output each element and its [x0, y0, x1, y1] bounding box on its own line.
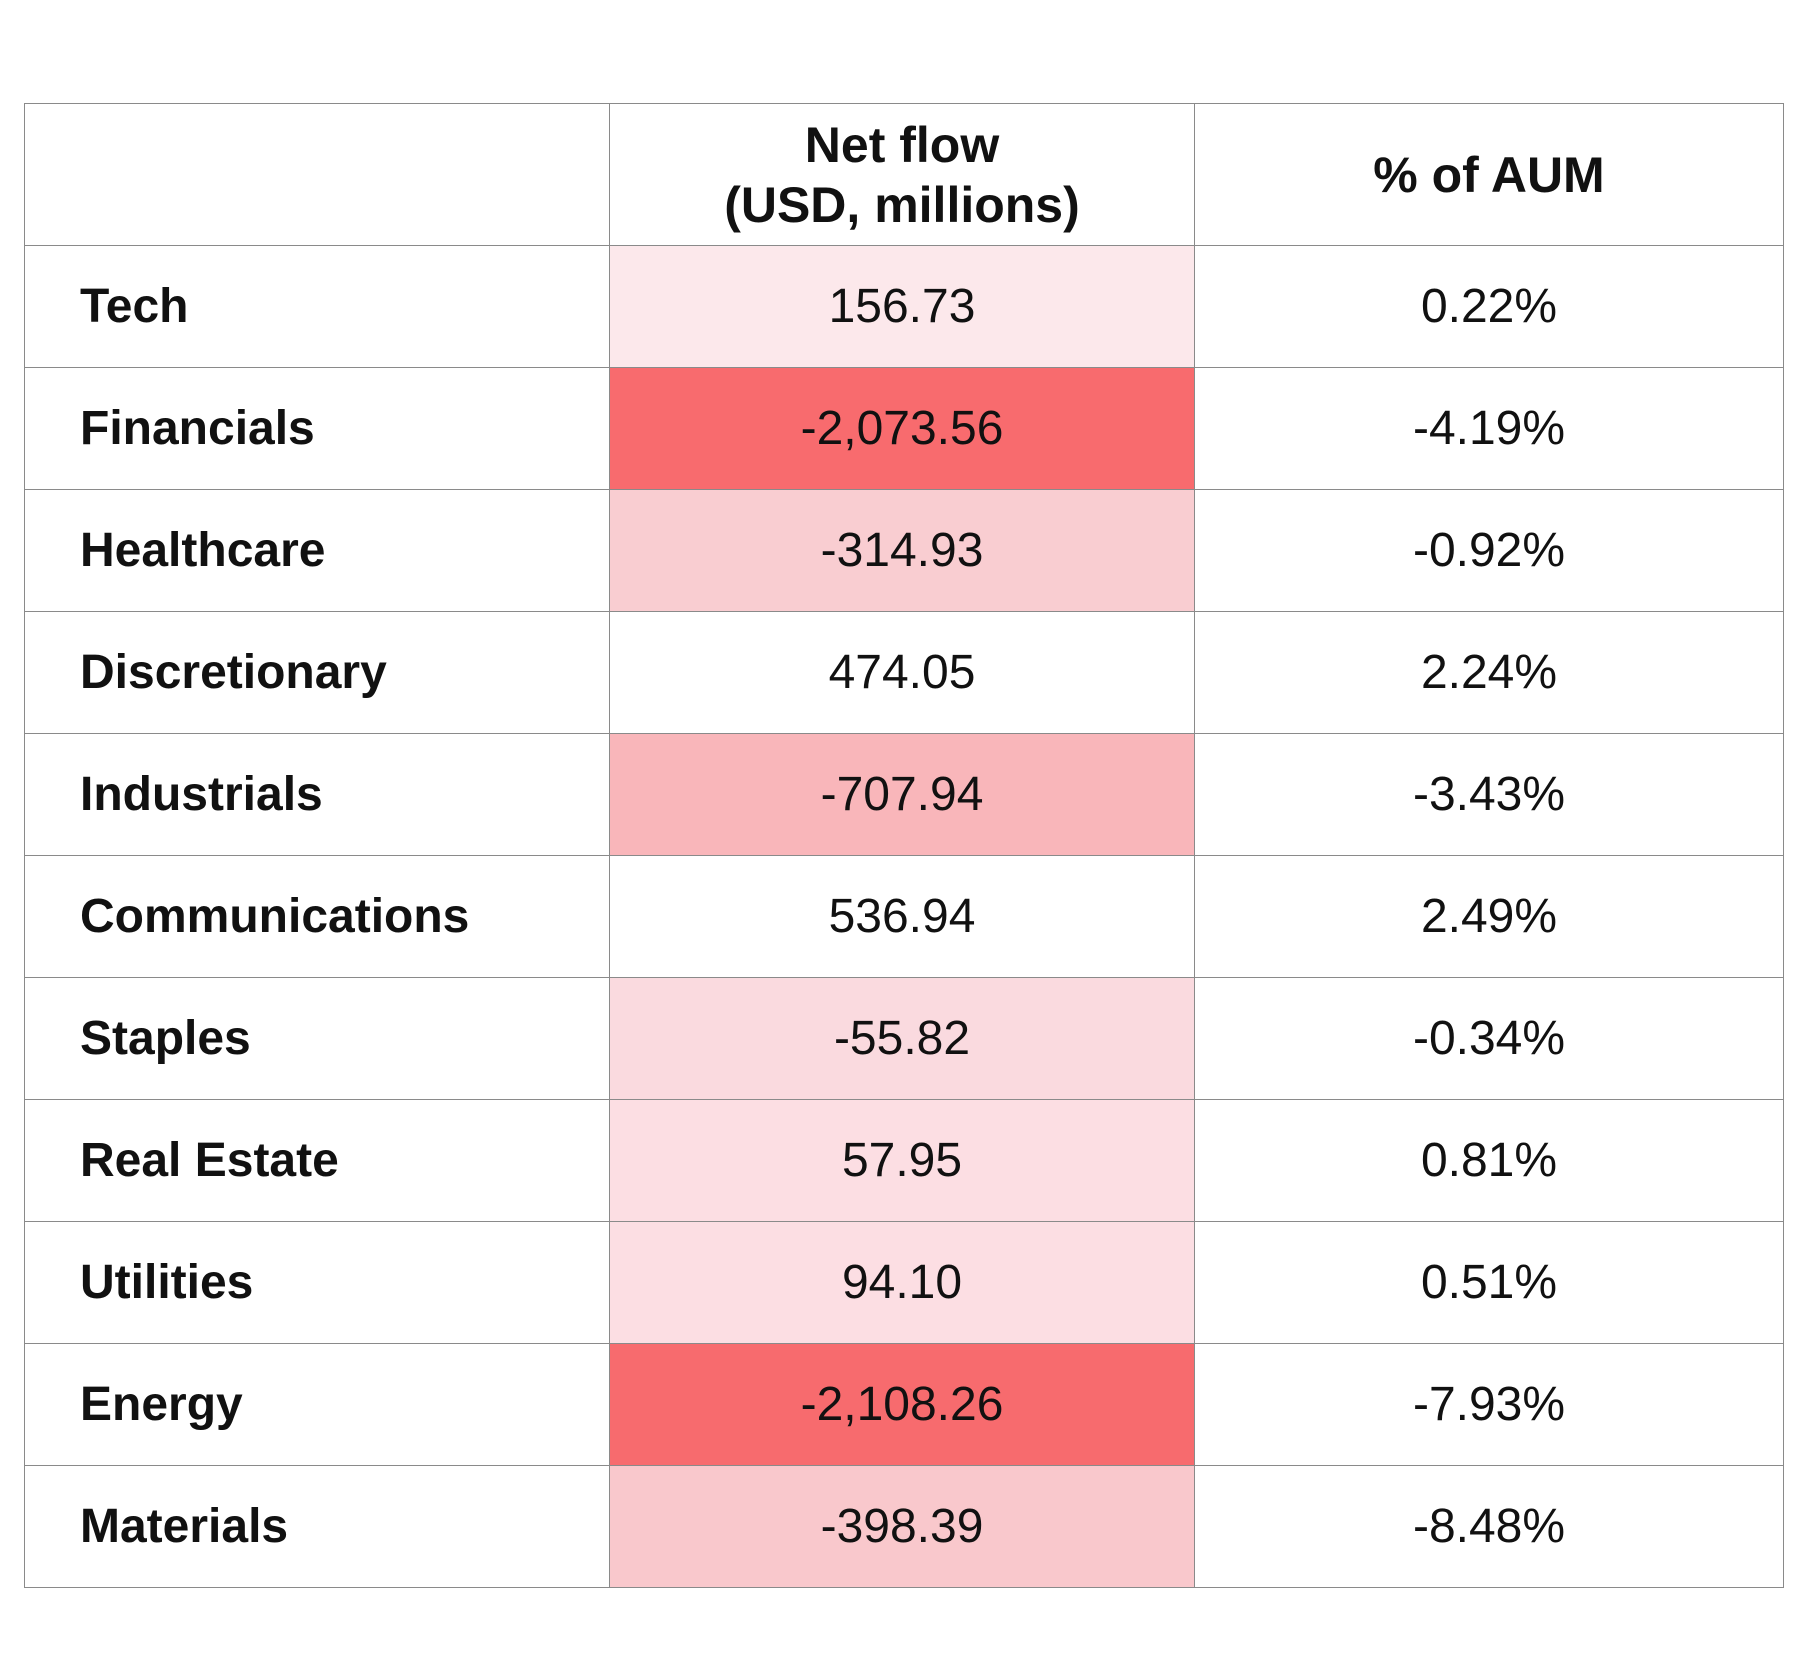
aum-percent-cell: 0.51% — [1194, 1221, 1784, 1344]
aum-percent-cell: -0.92% — [1194, 489, 1784, 612]
sector-name: Healthcare — [24, 489, 610, 612]
header-net-flow-line2: (USD, millions) — [724, 176, 1080, 233]
aum-percent-cell: -0.34% — [1194, 977, 1784, 1100]
net-flow-cell: 536.94 — [609, 855, 1195, 978]
header-net-flow: Net flow (USD, millions) — [609, 103, 1195, 246]
aum-percent-cell: 2.49% — [1194, 855, 1784, 978]
header-sector — [24, 103, 610, 246]
net-flow-cell: -314.93 — [609, 489, 1195, 612]
header-net-flow-line1: Net flow — [804, 116, 1000, 173]
aum-percent-cell: 0.22% — [1194, 245, 1784, 368]
table-row: Industrials -707.94 -3.43% — [24, 733, 1784, 856]
sector-name: Tech — [24, 245, 610, 368]
header-aum: % of AUM — [1194, 103, 1784, 246]
net-flow-table: Net flow (USD, millions) % of AUM Tech 15… — [24, 103, 1784, 1588]
net-flow-cell: -2,073.56 — [609, 367, 1195, 490]
sector-name: Financials — [24, 367, 610, 490]
table-row: Discretionary 474.05 2.24% — [24, 611, 1784, 734]
sector-name: Discretionary — [24, 611, 610, 734]
sector-name: Materials — [24, 1465, 610, 1588]
sector-name: Utilities — [24, 1221, 610, 1344]
net-flow-cell: -398.39 — [609, 1465, 1195, 1588]
net-flow-cell: 156.73 — [609, 245, 1195, 368]
table-row: Communications 536.94 2.49% — [24, 855, 1784, 978]
table-row: Utilities 94.10 0.51% — [24, 1221, 1784, 1344]
table-row: Staples -55.82 -0.34% — [24, 977, 1784, 1100]
table-row: Healthcare -314.93 -0.92% — [24, 489, 1784, 612]
aum-percent-cell: 2.24% — [1194, 611, 1784, 734]
sector-name: Energy — [24, 1343, 610, 1466]
net-flow-cell: -707.94 — [609, 733, 1195, 856]
table-body: Tech 156.73 0.22% Financials -2,073.56 -4.19%… — [24, 245, 1784, 1588]
table-row: Energy -2,108.26 -7.93% — [24, 1343, 1784, 1466]
net-flow-cell: 57.95 — [609, 1099, 1195, 1222]
aum-percent-cell: -8.48% — [1194, 1465, 1784, 1588]
net-flow-cell: -2,108.26 — [609, 1343, 1195, 1466]
sector-name: Industrials — [24, 733, 610, 856]
sector-name: Staples — [24, 977, 610, 1100]
net-flow-cell: 94.10 — [609, 1221, 1195, 1344]
table-row: Tech 156.73 0.22% — [24, 245, 1784, 368]
aum-percent-cell: -3.43% — [1194, 733, 1784, 856]
sector-name: Communications — [24, 855, 610, 978]
table-row: Materials -398.39 -8.48% — [24, 1465, 1784, 1588]
aum-percent-cell: -7.93% — [1194, 1343, 1784, 1466]
aum-percent-cell: -4.19% — [1194, 367, 1784, 490]
sector-name: Real Estate — [24, 1099, 610, 1222]
net-flow-cell: 474.05 — [609, 611, 1195, 734]
aum-percent-cell: 0.81% — [1194, 1099, 1784, 1222]
table-row: Financials -2,073.56 -4.19% — [24, 367, 1784, 490]
net-flow-cell: -55.82 — [609, 977, 1195, 1100]
header-row: Net flow (USD, millions) % of AUM — [24, 103, 1784, 246]
table-row: Real Estate 57.95 0.81% — [24, 1099, 1784, 1222]
